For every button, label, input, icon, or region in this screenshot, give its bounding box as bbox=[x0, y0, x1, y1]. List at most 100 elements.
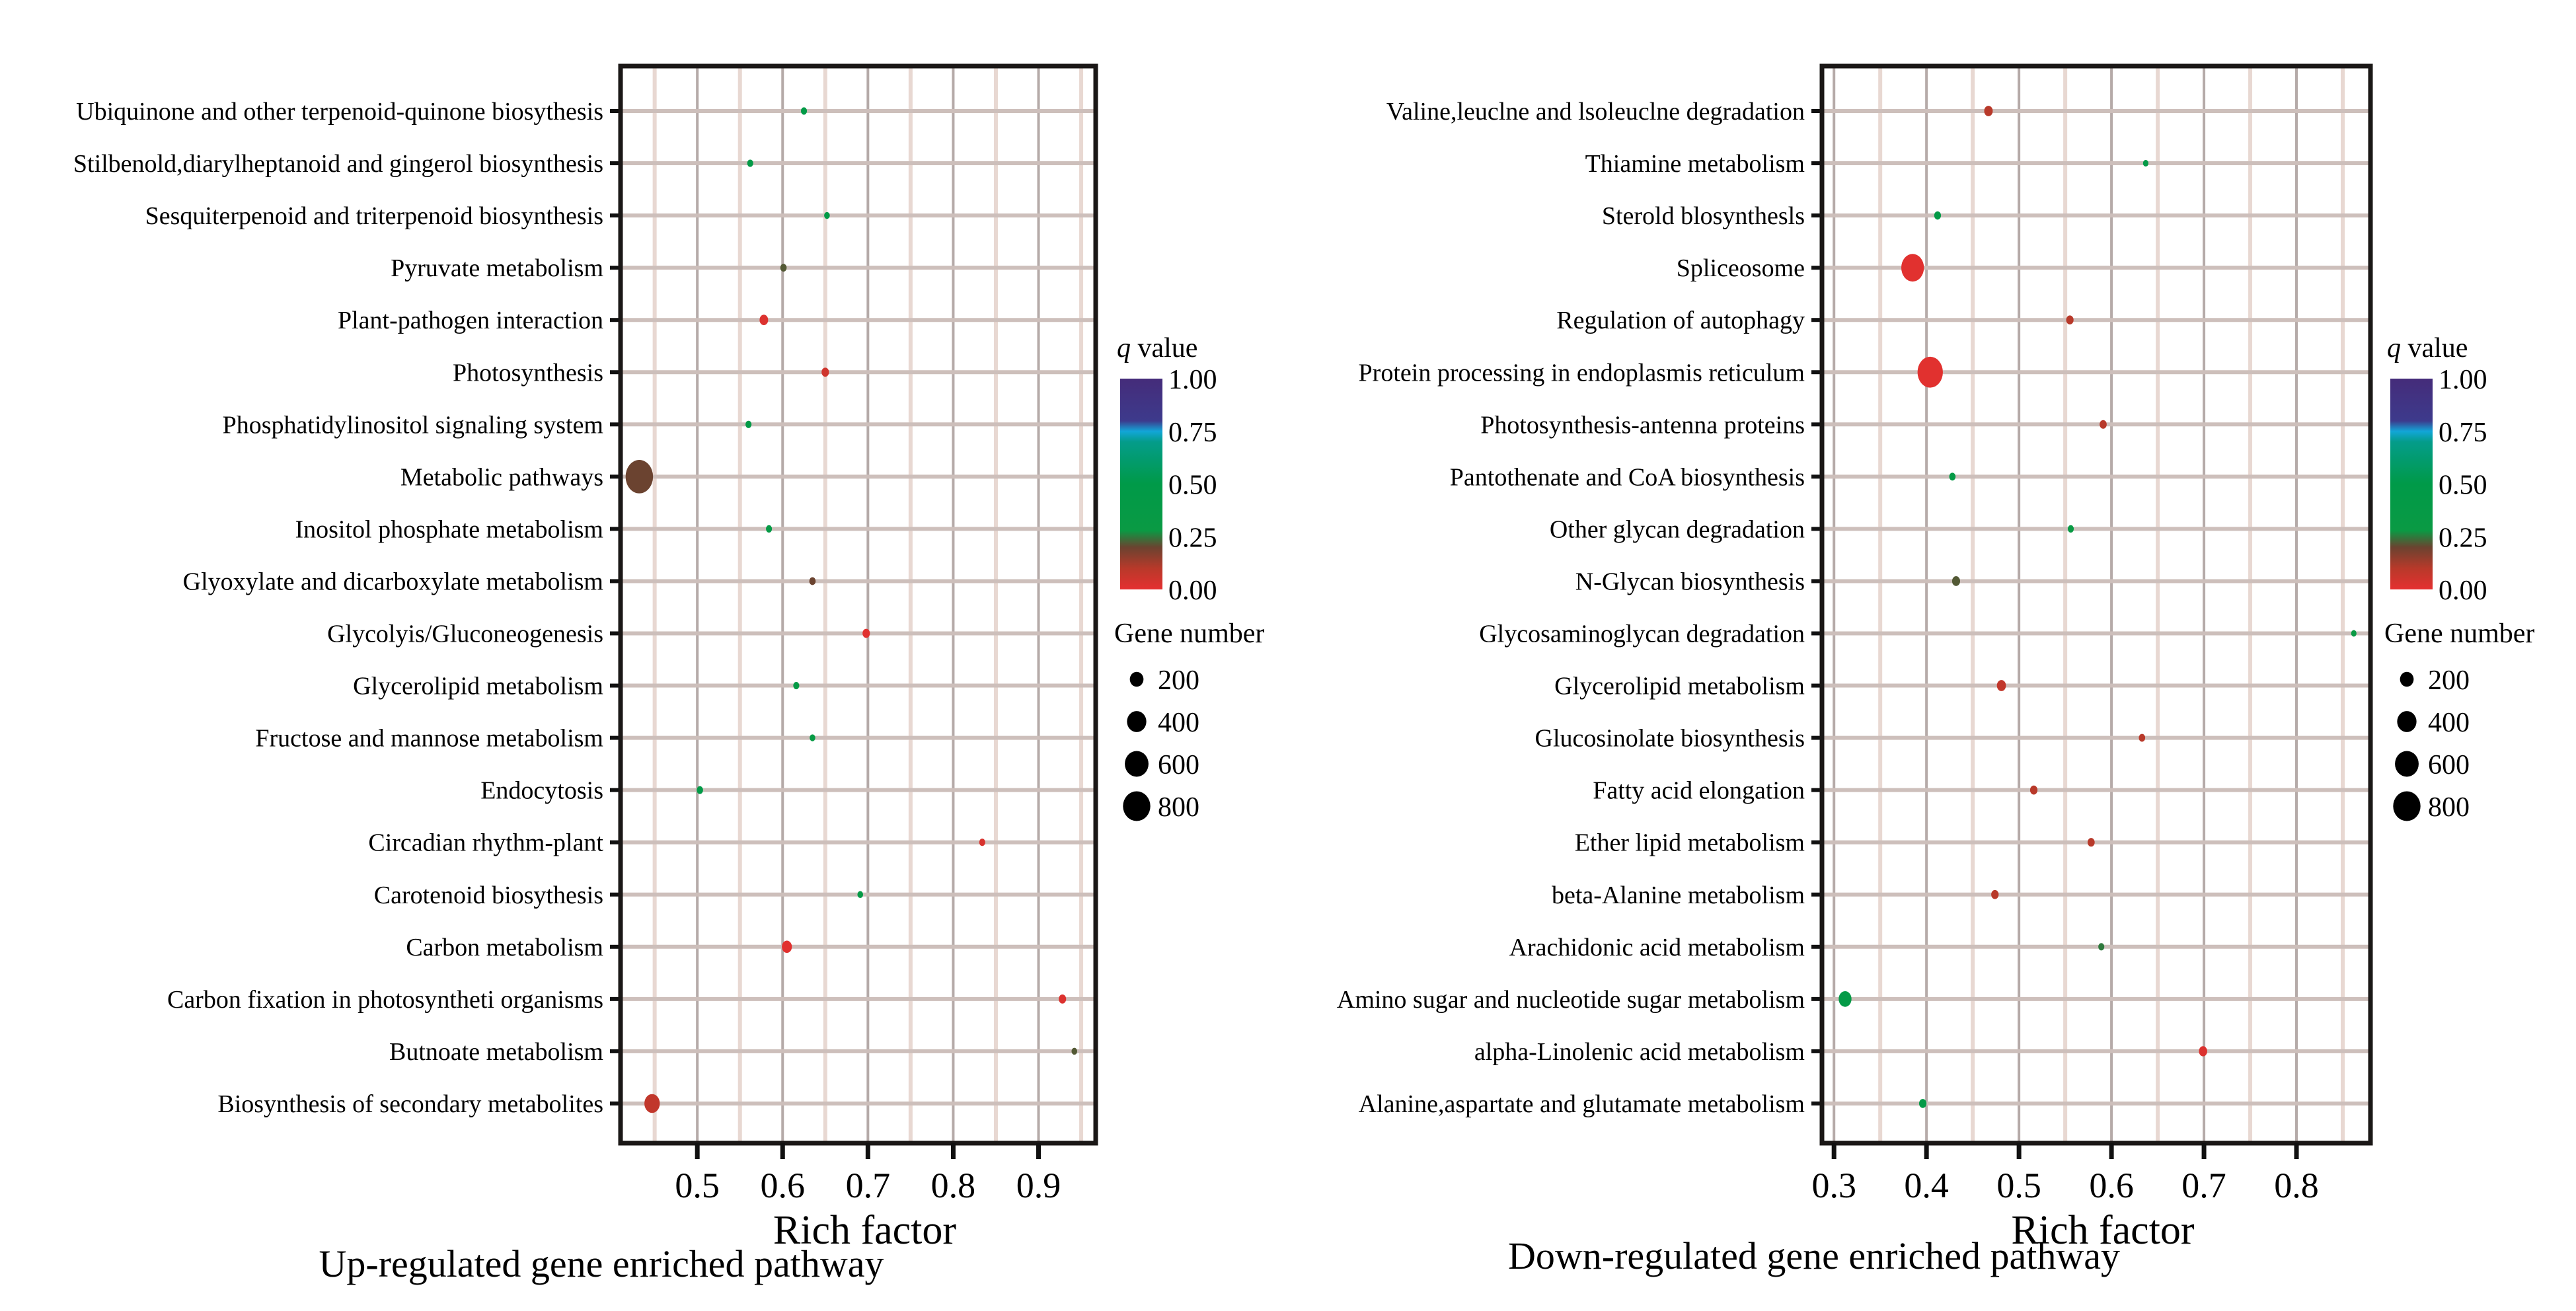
size-legend-dot bbox=[1125, 751, 1149, 777]
size-legend-dot bbox=[2400, 671, 2414, 687]
data-point bbox=[810, 734, 815, 741]
data-point bbox=[1918, 1099, 1927, 1108]
data-point bbox=[1071, 1047, 1078, 1055]
data-point bbox=[1838, 991, 1852, 1007]
size-legend-label: 600 bbox=[1158, 750, 1199, 780]
up-regulated-panel: Ubiquinone and other terpenoid-quinone b… bbox=[73, 63, 1264, 1253]
data-point bbox=[809, 577, 816, 585]
data-point bbox=[1934, 211, 1942, 220]
data-point bbox=[625, 460, 654, 494]
size-legend-label: 200 bbox=[1158, 665, 1199, 696]
y-tick-label: Valine,leuclne and lsoleuclne degradatio… bbox=[1386, 98, 1805, 126]
size-legend-dot bbox=[2395, 751, 2419, 777]
data-point bbox=[2199, 1046, 2207, 1057]
down-regulated-panel: Valine,leuclne and lsoleuclne degradatio… bbox=[1337, 63, 2534, 1253]
y-tick-label: Stilbenold,diarylheptanoid and gingerol … bbox=[73, 150, 603, 178]
data-point bbox=[793, 681, 800, 690]
plot-frame bbox=[618, 63, 1098, 1146]
y-tick-label: Inositol phosphate metabolism bbox=[295, 515, 603, 543]
x-tick-label: 0.5 bbox=[1996, 1166, 2041, 1205]
x-axis-title: Rich factor bbox=[773, 1208, 957, 1253]
q-value-colorbar bbox=[1120, 379, 1162, 589]
y-tick-label: Glyoxylate and dicarboxylate metabolism bbox=[183, 568, 603, 595]
data-point bbox=[2142, 160, 2148, 167]
data-point bbox=[1996, 680, 2006, 691]
data-point bbox=[759, 315, 769, 326]
y-tick-label: alpha-Linolenic acid metabolism bbox=[1474, 1038, 1805, 1066]
y-tick-label: Other glycan degradation bbox=[1550, 515, 1805, 543]
y-tick-label: beta-Alanine metabolism bbox=[1552, 881, 1805, 909]
y-tick-label: Pyruvate metabolism bbox=[391, 254, 603, 282]
y-tick-label: N-Glycan biosynthesis bbox=[1575, 568, 1805, 595]
data-point bbox=[857, 891, 864, 898]
y-tick-label: Protein processing in endoplasmis reticu… bbox=[1359, 359, 1805, 387]
x-tick-label: 0.9 bbox=[1016, 1166, 1061, 1205]
y-tick-label: Glucosinolate biosynthesis bbox=[1535, 725, 1805, 753]
data-point bbox=[1984, 106, 1993, 116]
y-tick-label: Spliceosome bbox=[1677, 254, 1805, 282]
data-point bbox=[2066, 315, 2074, 325]
size-legend-label: 200 bbox=[2428, 665, 2470, 696]
y-tick-label: Sterold blosynthesls bbox=[1602, 202, 1805, 230]
data-point bbox=[800, 107, 808, 115]
colorbar-tick-label: 0.50 bbox=[1168, 470, 1217, 501]
x-tick-label: 0.5 bbox=[675, 1166, 720, 1205]
y-tick-label: Photosynthesis-antenna proteins bbox=[1480, 411, 1805, 439]
colorbar-tick-label: 1.00 bbox=[2439, 365, 2487, 395]
y-tick-label: Regulation of autophagy bbox=[1556, 307, 1805, 334]
data-point bbox=[821, 367, 829, 377]
y-tick-label: Glycolyis/Gluconeogenesis bbox=[327, 620, 603, 648]
size-legend-dot bbox=[1129, 671, 1144, 687]
x-tick-label: 0.8 bbox=[2274, 1166, 2319, 1205]
size-legend-label: 800 bbox=[2428, 792, 2470, 823]
size-legend-label: 400 bbox=[1158, 708, 1199, 738]
size-legend-dot bbox=[1127, 711, 1147, 732]
x-tick-label: 0.3 bbox=[1811, 1166, 1856, 1205]
y-tick-label: Fatty acid elongation bbox=[1593, 777, 1805, 805]
plot-frame bbox=[1819, 63, 2373, 1146]
data-point bbox=[2098, 943, 2105, 951]
data-point bbox=[780, 264, 787, 272]
data-point bbox=[1059, 994, 1067, 1004]
y-tick-label: Alanine,aspartate and glutamate metaboli… bbox=[1359, 1090, 1805, 1118]
data-point bbox=[2067, 525, 2074, 533]
data-point bbox=[745, 420, 752, 428]
y-tick-label: Metabolic pathways bbox=[400, 463, 603, 491]
y-tick-label: Carotenoid biosythesis bbox=[374, 881, 603, 909]
colorbar-tick-label: 0.75 bbox=[1168, 418, 1217, 448]
data-point bbox=[2139, 733, 2146, 742]
y-tick-label: Sesquiterpenoid and triterpenoid biosynt… bbox=[145, 202, 603, 230]
data-point bbox=[747, 159, 753, 167]
x-tick-label: 0.4 bbox=[1904, 1166, 1949, 1205]
down-regulated-caption: Down-regulated gene enriched pathway bbox=[1508, 1234, 2120, 1277]
size-legend-label: 400 bbox=[2428, 708, 2470, 738]
gene-number-legend-title: Gene number bbox=[2384, 618, 2534, 649]
y-tick-label: Circadian rhythm-plant bbox=[368, 829, 603, 857]
data-point bbox=[766, 525, 773, 533]
x-tick-label: 0.7 bbox=[2181, 1166, 2226, 1205]
x-axis-title: Rich factor bbox=[2011, 1208, 2195, 1253]
y-tick-label: Ether lipid metabolism bbox=[1575, 829, 1805, 857]
data-point bbox=[782, 940, 792, 954]
data-point bbox=[2100, 420, 2107, 429]
colorbar-tick-label: 0.75 bbox=[2439, 418, 2487, 448]
colorbar-tick-label: 0.00 bbox=[1168, 576, 1217, 606]
colorbar-tick-label: 1.00 bbox=[1168, 365, 1217, 395]
data-point bbox=[1951, 576, 1961, 586]
data-point bbox=[697, 786, 703, 794]
q-value-colorbar bbox=[2390, 379, 2433, 589]
size-legend-dot bbox=[2393, 791, 2421, 821]
y-tick-label: Glycerolipid metabolism bbox=[1554, 673, 1805, 700]
y-tick-label: Endocytosis bbox=[480, 777, 603, 805]
x-tick-label: 0.6 bbox=[761, 1166, 806, 1205]
x-tick-label: 0.6 bbox=[2089, 1166, 2134, 1205]
q-value-legend-title: q value bbox=[1117, 333, 1197, 363]
data-point bbox=[1901, 254, 1924, 282]
data-point bbox=[644, 1094, 660, 1113]
y-tick-label: Thiamine metabolism bbox=[1585, 150, 1805, 178]
data-point bbox=[2087, 838, 2095, 847]
size-legend-dot bbox=[2397, 711, 2417, 732]
y-tick-label: Arachidonic acid metabolism bbox=[1509, 934, 1805, 961]
y-tick-label: Pantothenate and CoA biosynthesis bbox=[1450, 463, 1805, 491]
